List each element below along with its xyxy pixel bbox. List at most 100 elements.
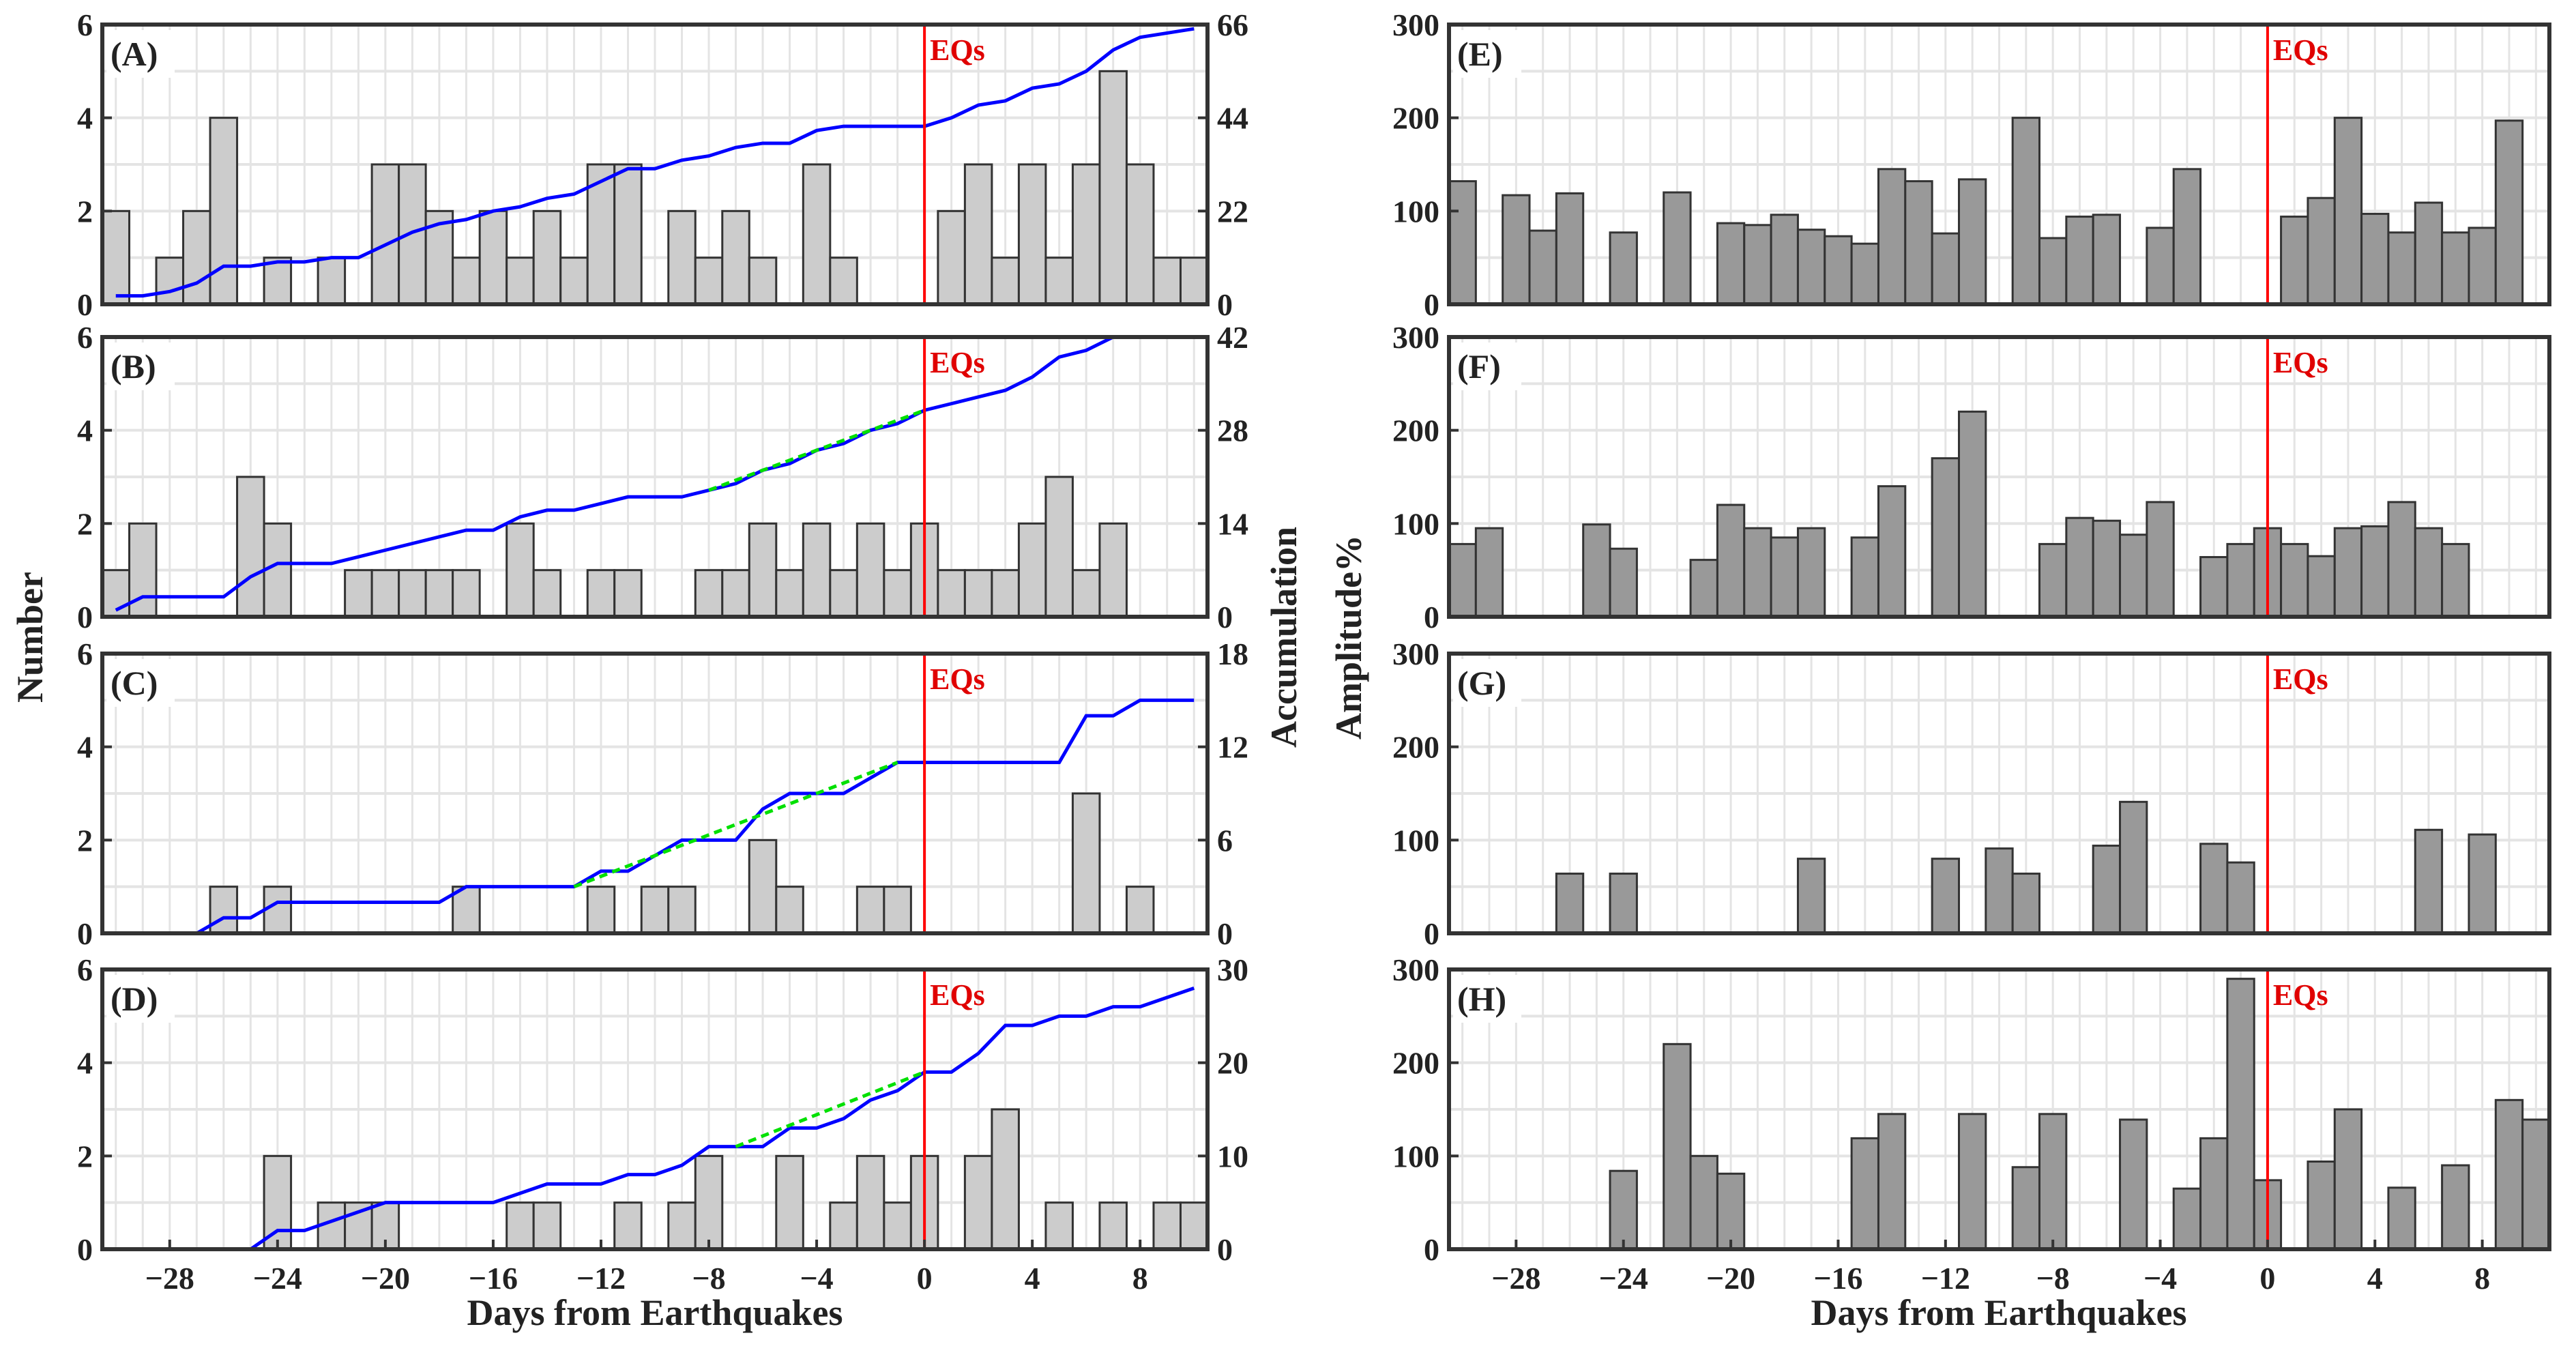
bar-day--9 (667, 1201, 697, 1251)
bar-day-7 (2441, 1164, 2470, 1251)
bar-day-9 (1152, 257, 1182, 306)
bar-day-2 (2307, 555, 2336, 618)
x-tick-label: −8 (2036, 1261, 2070, 1296)
accumulation-tick-label: 0 (1217, 916, 1233, 951)
bar-day--1 (2226, 978, 2255, 1251)
accumulation-tick-label: 18 (1217, 637, 1248, 671)
amplitude-tick-label: 200 (1392, 730, 1439, 765)
plot-frame (1447, 335, 2551, 619)
amplitude-tick-label: 100 (1392, 823, 1439, 858)
bar-day-6 (2414, 828, 2444, 935)
accumulation-tick-label: 12 (1217, 730, 1248, 765)
bar-day--9 (2011, 873, 2041, 935)
earthquake-marker-label: EQs (2273, 662, 2328, 696)
bar-day--3 (2172, 1187, 2202, 1251)
bar-day-5 (1044, 476, 1074, 618)
bar-day--28 (155, 257, 185, 306)
bar-day-6 (1071, 792, 1101, 935)
bar-day--17 (452, 257, 481, 306)
bar-day--8 (694, 1154, 724, 1251)
accumulation-tick-label: 42 (1217, 320, 1248, 355)
bar-day--1 (883, 569, 912, 618)
bar-day--4 (802, 163, 832, 306)
bar-day--28 (1502, 194, 1531, 306)
bar-day--12 (1931, 858, 1960, 935)
panel-h: EQs 0 100 200 300 (H) −28 −24 −20 −16 −12 −8 −4 0 4 8 (1392, 952, 2551, 1296)
bar-day-5 (2387, 501, 2416, 618)
earthquake-marker-label: EQs (2273, 346, 2328, 379)
x-tick-label: −4 (800, 1261, 833, 1296)
bar-day--12 (1931, 232, 1960, 306)
panel-label-background (106, 659, 175, 707)
bar-day-8 (1125, 886, 1155, 935)
bar-day--1 (2226, 542, 2255, 618)
number-tick-label: 6 (77, 952, 93, 987)
amplitude-tick-label: 0 (1424, 287, 1439, 322)
bar-day--3 (829, 569, 858, 618)
number-tick-label: 2 (77, 1139, 93, 1173)
bar-day-2 (2307, 1161, 2336, 1251)
amplitude-tick-label: 300 (1392, 952, 1439, 987)
bar-day--26 (209, 117, 239, 306)
bar-day--24 (263, 257, 293, 306)
number-tick-label: 0 (77, 600, 93, 634)
bar-day-9 (2494, 1098, 2524, 1251)
bar-day-6 (1071, 163, 1101, 306)
bar-day-6 (1071, 569, 1101, 618)
bar-day--11 (613, 163, 643, 306)
panel-label: (E) (1457, 35, 1503, 73)
number-tick-label: 0 (77, 287, 93, 322)
bar-day-8 (2468, 833, 2497, 935)
amplitude-tick-label: 100 (1392, 506, 1439, 541)
bar-day--5 (2119, 534, 2148, 618)
bar-day--12 (586, 886, 616, 935)
bar-day--9 (667, 209, 697, 306)
bar-day-2 (963, 163, 993, 306)
panel-label-background (1453, 659, 1521, 707)
bar-day--21 (1689, 1154, 1718, 1251)
bar-day-10 (1179, 257, 1209, 306)
panel-label-background (1453, 30, 1521, 78)
bar-day--8 (694, 569, 724, 618)
accumulation-tick-label: 20 (1217, 1046, 1248, 1081)
x-tick-label: −12 (576, 1261, 626, 1296)
panel-d: 0 10 20 30 EQs 0 2 4 6 (D) −28 −24 −20 −16 −12 −8 −4 0 4 8 (77, 952, 1248, 1296)
earthquake-marker-label: EQs (2273, 33, 2328, 67)
bar-day--14 (1877, 168, 1907, 306)
bar-day--6 (748, 257, 778, 306)
panel-label-background (1453, 342, 1521, 390)
number-tick-label: 0 (77, 1232, 93, 1267)
bar-day--18 (1770, 214, 1799, 306)
bar-day-1 (937, 569, 966, 618)
accumulation-tick-label: 22 (1217, 194, 1248, 229)
amplitude-axis-title: Amplitude% (1328, 535, 1369, 740)
number-tick-label: 4 (77, 101, 93, 136)
number-tick-label: 0 (77, 916, 93, 951)
bar-day--15 (506, 522, 535, 618)
bar-day--14 (1877, 1113, 1907, 1251)
bar-day-4 (2360, 525, 2390, 618)
bar-day--26 (1555, 192, 1585, 306)
bar-day-4 (1017, 163, 1047, 306)
bar-day--2 (855, 886, 886, 935)
amplitude-tick-label: 0 (1424, 1232, 1439, 1267)
bar-day--18 (1770, 536, 1799, 618)
bar-day-7 (1098, 1201, 1128, 1251)
trend-fit-line (735, 1070, 926, 1148)
right-x-axis-title: Days from Earthquakes (1811, 1292, 2186, 1333)
trend-fit-line (708, 409, 925, 492)
bar-day--7 (721, 209, 750, 306)
x-tick-label: 0 (2259, 1261, 2275, 1296)
amplitude-tick-label: 0 (1424, 600, 1439, 634)
bar-day--15 (506, 1201, 535, 1251)
bar-day--17 (1796, 858, 1826, 935)
bar-day--3 (829, 1201, 858, 1251)
x-tick-label: −12 (1921, 1261, 1970, 1296)
bar-day--11 (613, 1201, 643, 1251)
panel-b: 0 14 28 42 EQs 0 2 4 6 (B) (77, 320, 1248, 634)
bar-day--2 (855, 522, 886, 618)
bar-day--30 (101, 209, 131, 306)
bar-day-1 (937, 209, 966, 306)
bar-day--15 (1850, 1137, 1879, 1251)
